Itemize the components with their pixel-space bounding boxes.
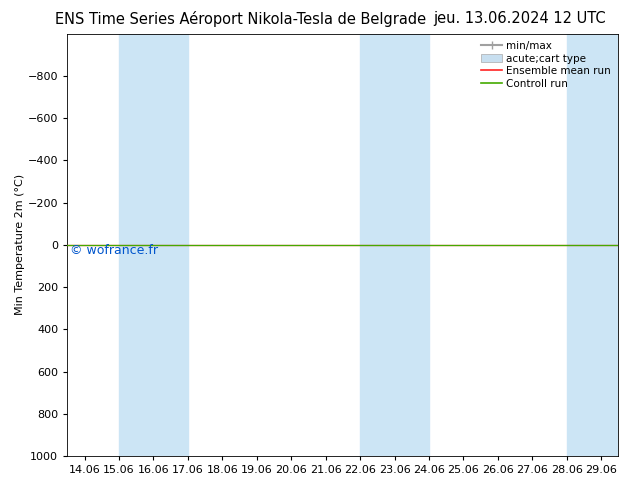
- Bar: [567, 34, 618, 456]
- Bar: [360, 34, 429, 456]
- Text: © wofrance.fr: © wofrance.fr: [70, 244, 158, 257]
- Legend: min/max, acute;cart type, Ensemble mean run, Controll run: min/max, acute;cart type, Ensemble mean …: [477, 37, 615, 93]
- Bar: [119, 34, 188, 456]
- Text: ENS Time Series Aéroport Nikola-Tesla de Belgrade: ENS Time Series Aéroport Nikola-Tesla de…: [55, 11, 427, 27]
- Y-axis label: Min Temperature 2m (°C): Min Temperature 2m (°C): [15, 174, 25, 316]
- Text: jeu. 13.06.2024 12 UTC: jeu. 13.06.2024 12 UTC: [434, 11, 606, 26]
